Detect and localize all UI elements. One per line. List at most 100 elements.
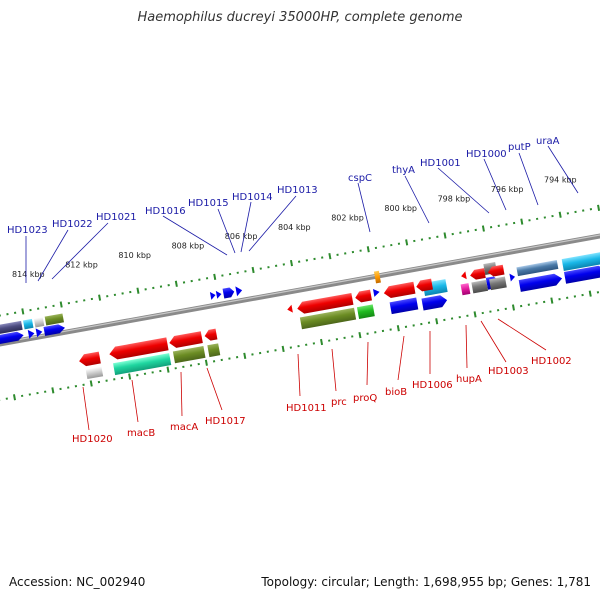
minor-tick <box>535 217 539 221</box>
gene-label-uraA[interactable]: uraA <box>536 136 560 147</box>
gene-reverse-red-HD1002[interactable] <box>487 264 505 278</box>
gene-reverse-olive-HD1017[interactable] <box>207 343 221 358</box>
gene-forward-blue-a[interactable] <box>0 331 24 345</box>
gene-forward-blue-b[interactable] <box>27 329 35 339</box>
gene-label-HD1011[interactable]: HD1011 <box>286 403 327 414</box>
gene-label-HD1017[interactable]: HD1017 <box>205 416 246 427</box>
leader-line <box>82 386 90 431</box>
kbp-scale-labels: 814 kbp 812 kbp 810 kbp 808 kbp 806 kbp … <box>12 176 577 280</box>
gene-forward-blue-g[interactable] <box>222 287 236 299</box>
gene-label-HD1001[interactable]: HD1001 <box>420 158 461 169</box>
gene-label-thyA[interactable]: thyA <box>392 165 415 176</box>
leader-line <box>240 201 252 253</box>
major-tick <box>435 318 439 325</box>
gene-reverse-red-HD1003a[interactable] <box>469 268 486 280</box>
minor-tick <box>581 293 584 297</box>
minor-tick <box>420 238 424 241</box>
minor-tick <box>198 278 201 281</box>
gene-label-HD1002[interactable]: HD1002 <box>531 356 572 367</box>
gene-label-hupA[interactable]: hupA <box>456 374 482 385</box>
minor-tick <box>420 322 423 326</box>
gene-forward-blue-e[interactable] <box>209 291 216 300</box>
gene-label-HD1020[interactable]: HD1020 <box>72 434 113 445</box>
gene-forward-blue-h[interactable] <box>235 285 243 297</box>
gene-reverse-red-bioB[interactable] <box>383 281 416 299</box>
gene-label-proQ[interactable]: proQ <box>353 393 377 404</box>
gene-reverse-blue-bioB[interactable] <box>389 297 419 315</box>
gene-label-macB[interactable]: macB <box>127 428 155 439</box>
gene-label-HD1006[interactable]: HD1006 <box>412 380 453 391</box>
minor-tick <box>298 260 301 263</box>
minor-tick <box>328 339 331 342</box>
gene-reverse-magenta-hupA[interactable] <box>460 283 471 296</box>
gene-reverse-red-macA[interactable] <box>168 331 203 349</box>
minor-tick <box>374 331 377 334</box>
gene-forward-blue-HD1000[interactable] <box>509 273 516 282</box>
gene-reverse-red-HD1020[interactable] <box>78 351 101 368</box>
minor-tick <box>413 239 416 243</box>
gene-reverse-gray-HD1003[interactable] <box>471 279 489 294</box>
minor-tick <box>305 343 308 346</box>
minor-tick <box>44 306 48 309</box>
gene-forward-orange-cspC[interactable] <box>373 270 381 284</box>
minor-tick <box>75 300 78 303</box>
gene-forward-cyan-uraA[interactable] <box>561 252 600 271</box>
minor-tick <box>159 369 162 373</box>
gene-label-putP[interactable]: putP <box>508 142 531 153</box>
gene-forward-light-small[interactable] <box>33 316 45 328</box>
major-tick <box>558 211 562 218</box>
gene-reverse-red-HD1006[interactable] <box>415 278 434 293</box>
minor-tick <box>596 291 600 294</box>
gene-reverse-green-proQ[interactable] <box>356 304 375 319</box>
gene-label-HD1013[interactable]: HD1013 <box>277 185 318 196</box>
gene-forward-blue-c[interactable] <box>35 327 43 338</box>
gene-forward-blue-putP[interactable] <box>518 272 563 292</box>
minor-tick <box>0 314 1 317</box>
gene-label-prc[interactable]: prc <box>331 397 347 408</box>
minor-tick <box>274 264 278 268</box>
gene-label-cspC[interactable]: cspC <box>348 173 372 184</box>
gene-reverse-olive-macA[interactable] <box>172 345 206 364</box>
minor-tick <box>505 223 508 226</box>
gene-reverse-teal-macB[interactable] <box>113 353 172 376</box>
gene-forward-cyan-small[interactable] <box>23 318 34 330</box>
major-tick <box>328 253 332 260</box>
gene-reverse-red-HD1017[interactable] <box>204 328 218 342</box>
gene-reverse-red-proQ[interactable] <box>354 289 372 304</box>
major-tick <box>128 373 132 380</box>
gene-forward-blue-f[interactable] <box>215 290 222 299</box>
gene-label-macA[interactable]: macA <box>170 422 198 433</box>
gene-label-HD1022[interactable]: HD1022 <box>52 219 93 230</box>
gene-forward-blue-d[interactable] <box>43 323 65 336</box>
gene-forward-olive-small[interactable] <box>44 313 64 326</box>
minor-tick <box>37 307 40 310</box>
gene-forward-steel-putP[interactable] <box>516 260 559 277</box>
major-tick <box>204 359 208 366</box>
gene-reverse-red-macB[interactable] <box>108 337 169 360</box>
gene-label-HD1016[interactable]: HD1016 <box>145 206 186 217</box>
gene-label-HD1000[interactable]: HD1000 <box>466 149 507 160</box>
gene-label-HD1003[interactable]: HD1003 <box>488 366 529 377</box>
gene-label-bioB[interactable]: bioB <box>385 387 407 398</box>
gene-forward-blue-uraA[interactable] <box>563 264 600 284</box>
gene-reverse-gray-HD1002[interactable] <box>489 276 507 291</box>
minor-tick <box>450 317 454 320</box>
gene-reverse-olive-prc[interactable] <box>299 307 357 330</box>
gene-reverse-red-hupA[interactable] <box>460 271 467 280</box>
gene-reverse-light-HD1020[interactable] <box>85 366 104 380</box>
minor-tick <box>566 212 570 215</box>
gene-reverse-red-HD1011[interactable] <box>287 304 293 314</box>
minor-tick <box>144 288 147 291</box>
major-tick <box>320 338 324 346</box>
gene-label-HD1015[interactable]: HD1015 <box>188 198 229 209</box>
gene-forward-slate[interactable] <box>0 320 23 337</box>
gene-forward-blue-cspC[interactable] <box>372 288 380 297</box>
gene-forward-blue-thyA[interactable] <box>421 294 448 311</box>
minor-tick <box>143 372 147 375</box>
gene-label-HD1021[interactable]: HD1021 <box>96 212 137 223</box>
gene-label-HD1014[interactable]: HD1014 <box>232 192 273 203</box>
gene-reverse-red-prc[interactable] <box>296 292 354 315</box>
kbp-label: 794 kbp <box>544 176 577 185</box>
gene-label-HD1023[interactable]: HD1023 <box>7 225 48 236</box>
minor-tick <box>6 313 9 316</box>
